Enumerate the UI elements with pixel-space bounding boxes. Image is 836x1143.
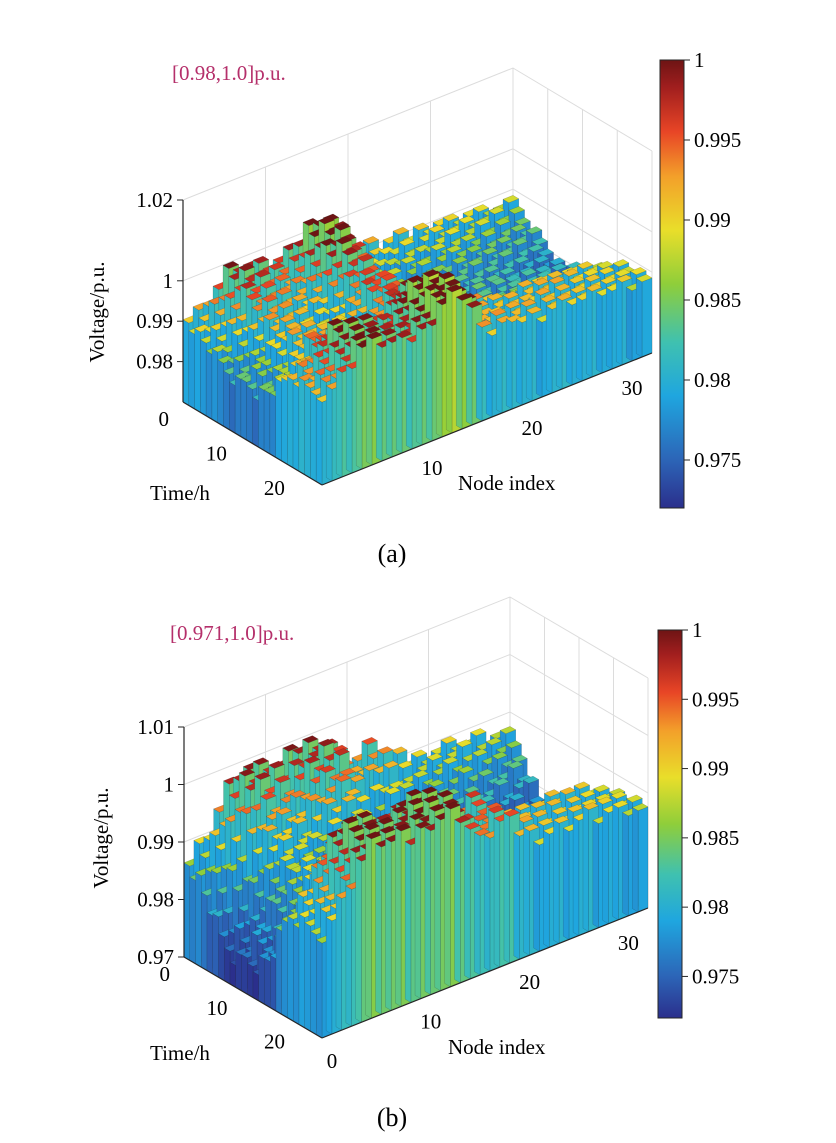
colorbar-ticks: 0.975 0.98 0.985 0.99 0.995 1	[684, 48, 741, 472]
z-tick-label: 0.99	[136, 309, 173, 333]
colorbar-tick-label: 0.985	[694, 288, 741, 312]
colorbar-tick-label: 0.995	[692, 687, 739, 711]
bar-field	[183, 726, 649, 1039]
x-axis-label: Node index	[448, 1035, 546, 1059]
z-tick-label: 1	[163, 269, 174, 293]
node-tick-label: 0	[327, 1049, 338, 1073]
axes-lines	[182, 200, 653, 486]
z-tick-label: 0.98	[136, 350, 173, 374]
time-tick-label: 0	[160, 962, 171, 986]
panel-caption: (b)	[377, 1103, 407, 1132]
colorbar	[657, 629, 683, 1019]
range-note: [0.971,1.0]p.u.	[170, 621, 294, 645]
z-tick-label: 0.99	[137, 830, 174, 854]
panel-caption: (a)	[378, 539, 407, 568]
colorbar	[659, 59, 685, 509]
colorbar-tick-label: 1	[694, 48, 705, 72]
z-tick-label: 1.01	[137, 715, 174, 739]
z-tick-label: 1.02	[136, 188, 173, 212]
panel-b: 0.97 0.98 0.99 1 1.01 0 10 20 0 10 20 30 [0.971,1.0…	[89, 596, 739, 1132]
range-note: [0.98,1.0]p.u.	[172, 61, 286, 85]
bar	[635, 274, 653, 358]
colorbar-ticks: 0.975 0.98 0.985 0.99 0.995 1	[682, 618, 739, 988]
colorbar-tick-label: 0.975	[692, 964, 739, 988]
node-tick-label: 30	[622, 376, 643, 400]
time-tick-label: 10	[206, 442, 227, 466]
node-tick-label: 20	[519, 970, 540, 994]
z-tick-label: 0.97	[137, 945, 174, 969]
z-tick-label: 0.98	[137, 888, 174, 912]
colorbar-tick-label: 0.98	[692, 895, 729, 919]
bar-field	[182, 195, 653, 486]
y-axis-label: Time/h	[150, 1041, 210, 1065]
colorbar-tick-label: 0.98	[694, 368, 731, 392]
y-axis-label: Time/h	[150, 481, 210, 505]
z-tick-label: 1	[164, 773, 175, 797]
node-tick-label: 20	[522, 416, 543, 440]
colorbar-tick-label: 0.99	[692, 757, 729, 781]
time-tick-label: 20	[264, 476, 285, 500]
tick-labels: 0.98 0.99 1 1.02 0 10 20 10 20 30	[136, 188, 642, 500]
bar	[632, 803, 649, 913]
time-tick-label: 0	[159, 407, 170, 431]
node-tick-label: 10	[420, 1010, 441, 1034]
node-tick-label: 30	[618, 931, 639, 955]
time-tick-label: 20	[264, 1030, 285, 1054]
colorbar-tick-label: 0.995	[694, 128, 741, 152]
colorbar-tick-label: 0.99	[694, 208, 731, 232]
colorbar-tick-label: 0.975	[694, 448, 741, 472]
x-axis-label: Node index	[458, 471, 556, 495]
colorbar-tick-label: 1	[692, 618, 703, 642]
tick-labels: 0.97 0.98 0.99 1 1.01 0 10 20 0 10 20 30	[137, 715, 639, 1073]
colorbar-tick-label: 0.985	[692, 826, 739, 850]
z-axis-label: Voltage/p.u.	[89, 787, 113, 888]
node-tick-label: 10	[422, 456, 443, 480]
z-axis-label: Voltage/p.u.	[85, 261, 109, 362]
time-tick-label: 10	[207, 996, 228, 1020]
